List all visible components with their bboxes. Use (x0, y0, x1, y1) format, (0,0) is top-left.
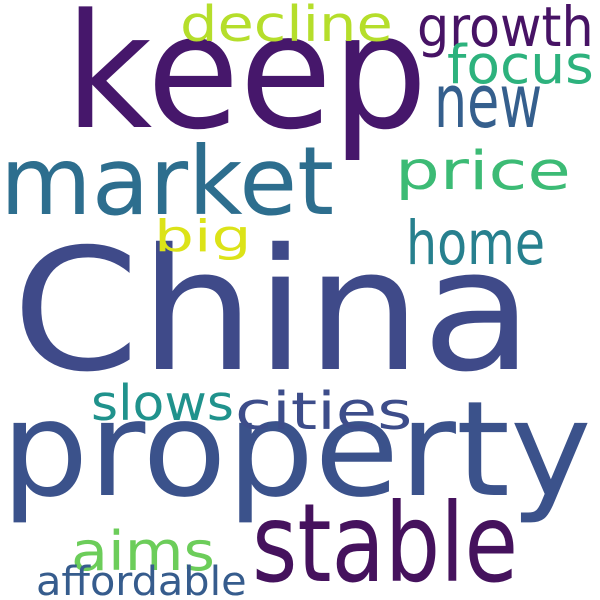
word-affordable: affordable (35, 559, 247, 600)
word-property: property (0, 374, 592, 527)
word-slows: slows (90, 374, 234, 432)
word-decline: decline (179, 0, 393, 53)
word-stable: stable (252, 480, 519, 600)
word-cities: cities (235, 382, 413, 442)
word-price: price (394, 139, 571, 202)
word-focus: focus (447, 34, 594, 96)
word-new: new (433, 59, 542, 145)
word-keep: keep (64, 0, 428, 165)
word-china: China (12, 212, 534, 409)
word-aims: aims (70, 519, 215, 583)
word-market: market (0, 127, 335, 237)
word-big: big (153, 212, 252, 262)
word-home: home (406, 208, 546, 279)
word-growth: growth (417, 0, 594, 60)
